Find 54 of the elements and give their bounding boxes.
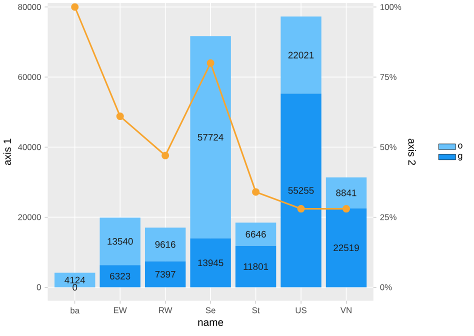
- data-label: 4124: [64, 276, 86, 284]
- bar: [235, 222, 276, 246]
- data-label: 22021: [288, 52, 314, 59]
- y-tick-label: 20000: [18, 214, 41, 220]
- bar: [144, 228, 186, 262]
- data-label: 22519: [334, 244, 359, 252]
- y-tick-label: 80000: [18, 4, 41, 10]
- bar: [190, 238, 231, 288]
- x-tick-label: US: [296, 307, 306, 314]
- x-tick-label: St: [252, 307, 260, 314]
- x-tick-label: RW: [159, 307, 172, 314]
- point: [297, 205, 305, 213]
- y-axis-title: axis 1: [3, 138, 11, 166]
- bar: [144, 262, 186, 288]
- data-label: 57724: [198, 134, 224, 141]
- bar: [190, 36, 231, 239]
- data-label: 11801: [244, 263, 268, 270]
- bar: [280, 16, 322, 94]
- data-label: 7397: [155, 271, 176, 278]
- point: [252, 188, 260, 196]
- y2-tick-label: 0%: [380, 284, 392, 290]
- x-axis-title: name: [198, 320, 224, 326]
- point: [342, 205, 350, 213]
- y2-tick-label: 100%: [380, 4, 402, 10]
- point: [71, 3, 79, 11]
- legend-label: o: [458, 144, 462, 149]
- data-label: 9616: [155, 241, 176, 248]
- bar: [235, 246, 276, 288]
- data-label: 6323: [110, 273, 130, 280]
- y-tick-label: 60000: [18, 74, 41, 80]
- bar: [326, 208, 367, 288]
- data-label: 13540: [108, 238, 133, 245]
- bar: [326, 178, 367, 209]
- point: [206, 59, 214, 67]
- y2-axis-title: axis 2: [408, 138, 416, 166]
- point: [162, 152, 170, 160]
- data-label: 13945: [198, 260, 224, 266]
- y-tick-label: 40000: [18, 144, 41, 150]
- y2-tick-label: 75%: [380, 74, 396, 80]
- y2-tick-label: 50%: [380, 144, 396, 150]
- data-label: 8841: [336, 190, 356, 196]
- x-tick-label: Se: [206, 307, 216, 314]
- data-label: 55255: [288, 187, 314, 194]
- bar: [280, 94, 322, 288]
- point: [116, 112, 124, 120]
- x-tick-label: EW: [114, 307, 127, 314]
- legend-label: g: [458, 154, 462, 161]
- x-tick-label: ba: [70, 307, 80, 314]
- x-tick-label: VN: [340, 307, 352, 314]
- bar: [100, 218, 140, 266]
- bar: [100, 265, 140, 288]
- data-label: 6646: [246, 231, 266, 238]
- y2-tick-label: 25%: [380, 214, 396, 220]
- y-tick-label: 0: [36, 284, 41, 290]
